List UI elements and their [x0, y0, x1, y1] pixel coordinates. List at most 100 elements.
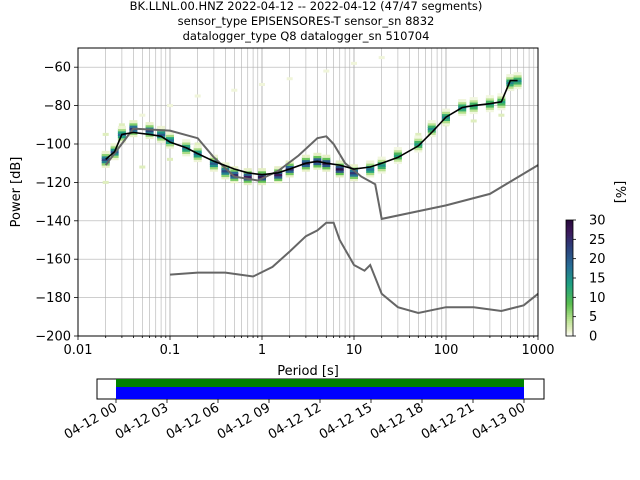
title-line-2: sensor_type EPISENSORES-T sensor_sn 8832: [178, 14, 435, 28]
colorbar-stripe: [566, 252, 573, 256]
colorbar-stripe: [566, 297, 573, 300]
colorbar-gradient: [566, 220, 573, 337]
coverage-bar-lower: [116, 387, 524, 399]
ppsd-cell: [166, 136, 174, 140]
ppsd-cell: [469, 101, 478, 105]
colorbar-stripe: [566, 295, 573, 298]
ppsd-cell: [209, 161, 218, 165]
ppsd-cell: [243, 175, 252, 179]
ppsd-cell: [458, 108, 467, 112]
ppsd-cell: [497, 93, 506, 97]
colorbar-label: [%]: [612, 181, 627, 204]
x-tick-label: 1000: [521, 343, 554, 358]
ppsd-cell: [182, 141, 191, 145]
ppsd-cell: [513, 83, 522, 87]
ppsd-cell: [442, 108, 450, 112]
ppsd-cell: [157, 137, 166, 141]
ppsd-cell: [427, 124, 436, 128]
ppsd-cell: [513, 74, 522, 78]
ppsd-cell: [427, 133, 436, 138]
ppsd-cell: [485, 99, 494, 103]
ppsd-cell: [166, 145, 174, 149]
ppsd-cell: [193, 145, 202, 149]
ppsd-cell: [243, 181, 252, 186]
colorbar-stripe: [566, 287, 573, 290]
ppsd-cell: [101, 150, 110, 155]
ppsd-cell: [414, 147, 423, 151]
ppsd-cell: [313, 152, 322, 156]
title-line-3: datalogger_type Q8 datalogger_sn 510704: [183, 29, 430, 43]
colorbar-tick-label: 30: [589, 214, 606, 229]
time-tick-label: 04-12 12: [266, 400, 324, 442]
ppsd-cell: [322, 154, 331, 158]
colorbar-stripe: [566, 270, 573, 273]
ppsd-cell: [301, 166, 310, 170]
ppsd-cell: [513, 85, 522, 90]
ppsd-cell: [117, 139, 126, 143]
colorbar-stripe: [566, 233, 573, 236]
ppsd-cell: [258, 168, 266, 172]
ppsd-cell: [166, 131, 174, 135]
colorbar-stripe: [566, 247, 573, 250]
colorbar-stripe: [566, 291, 573, 294]
colorbar: 0 5 10 15 20 25 30 [%]: [565, 181, 627, 345]
ppsd-cell: [145, 135, 154, 140]
ppsd-cell: [393, 153, 402, 158]
ppsd-cell: [335, 169, 344, 173]
ppsd-cell: [506, 85, 515, 89]
colorbar-stripe: [566, 334, 573, 337]
ppsd-cell-faint: [231, 88, 238, 92]
ppsd-cell: [193, 158, 202, 163]
colorbar-stripe: [566, 241, 573, 244]
colorbar-stripe: [566, 272, 573, 275]
time-tick-label: 04-12 06: [164, 400, 222, 442]
ppsd-cell: [110, 156, 119, 161]
ppsd-cell: [274, 173, 283, 177]
ppsd-cell: [301, 168, 310, 172]
ppsd-cell: [506, 74, 515, 78]
time-tick-label: 04-12 21: [419, 400, 477, 442]
ppsd-cell-faint: [378, 56, 385, 60]
x-tick-label: 1: [258, 343, 266, 358]
ppsd-cell: [145, 124, 154, 128]
ppsd-cell: [366, 162, 375, 166]
colorbar-stripe: [566, 260, 573, 263]
ppsd-cell: [366, 160, 375, 164]
ppsd-cell: [274, 180, 283, 184]
colorbar-stripe: [566, 307, 573, 310]
ppsd-cell: [393, 151, 402, 155]
ppsd-cell: [350, 171, 358, 175]
ppsd-cell: [101, 153, 110, 157]
ppsd-cell: [166, 143, 174, 147]
ppsd-cell: [335, 171, 344, 176]
ppsd-cell: [313, 164, 322, 168]
colorbar-stripe: [566, 322, 573, 325]
ppsd-cell: [427, 127, 436, 131]
colorbar-stripe: [566, 231, 573, 234]
noise-model-low: [169, 221, 539, 315]
ppsd-cell-faint: [415, 132, 422, 136]
ppsd-cell: [350, 164, 358, 168]
colorbar-stripe: [566, 281, 573, 285]
colorbar-tick-label: 10: [589, 291, 606, 306]
colorbar-stripe: [566, 312, 573, 316]
colorbar-stripe: [566, 237, 573, 240]
ppsd-cell: [322, 159, 331, 163]
ppsd-cell: [301, 163, 310, 168]
ppsd-cell: [393, 158, 402, 162]
colorbar-stripe: [566, 310, 573, 314]
ppsd-cell: [258, 170, 266, 174]
colorbar-stripe: [566, 314, 573, 318]
time-tick-label: 04-12 15: [317, 400, 375, 442]
colorbar-stripe: [566, 308, 573, 312]
ppsd-cell: [506, 87, 515, 92]
ppsd-cell: [117, 130, 126, 134]
ppsd-cell: [230, 166, 239, 170]
colorbar-stripe: [566, 256, 573, 260]
ppsd-cell: [322, 168, 331, 172]
ppsd-cell: [258, 181, 266, 186]
ppsd-cell: [110, 154, 119, 158]
colorbar-stripe: [566, 249, 573, 252]
ppsd-cell: [414, 149, 423, 153]
